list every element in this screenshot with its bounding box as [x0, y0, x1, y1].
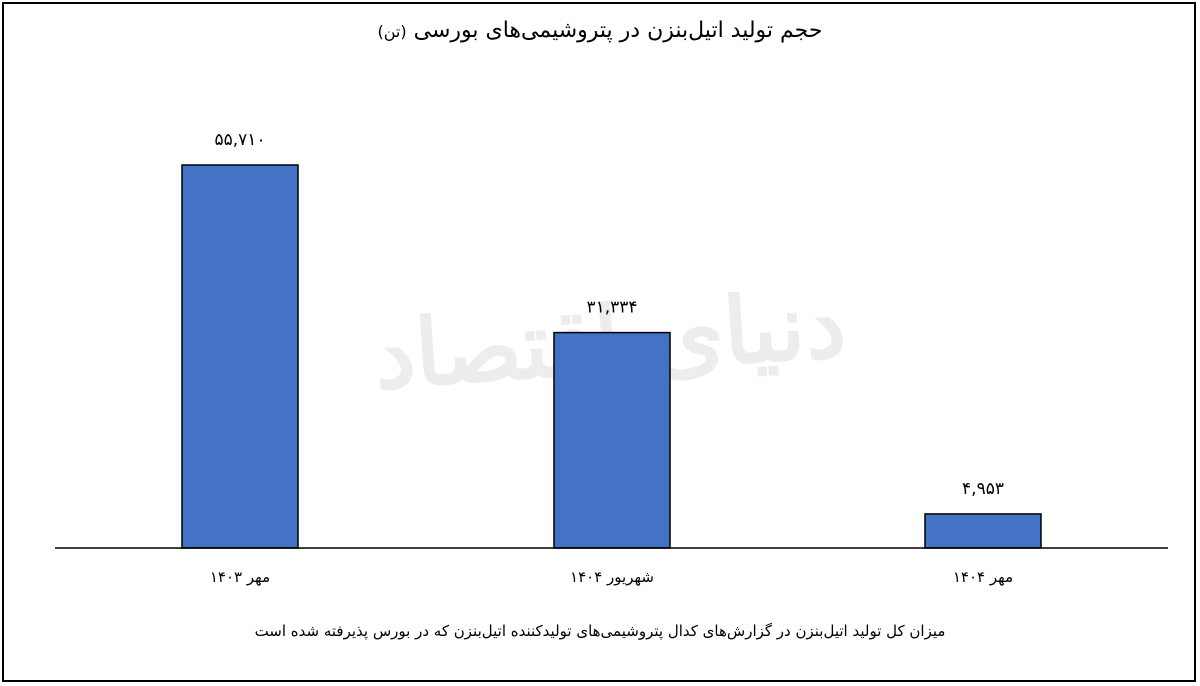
data-label: ۵۵,۷۱۰ [214, 130, 265, 150]
title-text: حجم تولید اتیل‌بنزن در پتروشیمی‌های بورس… [413, 18, 823, 43]
data-label: ۴,۹۵۳ [962, 479, 1004, 499]
bars-group [181, 164, 1042, 549]
title-unit: (تن) [377, 22, 407, 41]
x-tick-label: شهریور ۱۴۰۴ [570, 568, 654, 586]
bar [924, 513, 1042, 549]
x-tick-label: مهر ۱۴۰۴ [953, 568, 1013, 586]
bar [553, 331, 671, 549]
data-label: ۳۱,۳۳۴ [586, 298, 637, 318]
bar [181, 164, 299, 549]
labels-group: ۵۵,۷۱۰ مهر ۱۴۰۳ ۳۱,۳۳۴ شهریور ۱۴۰۴ ۴,۹۵۳ مهر … [210, 130, 1013, 586]
x-tick-label: مهر ۱۴۰۳ [210, 568, 270, 586]
chart-caption: میزان کل تولید اتیل‌بنزن در گزارش‌های کد… [254, 622, 946, 640]
chart-title: حجم تولید اتیل‌بنزن در پتروشیمی‌های بورس… [0, 18, 1200, 43]
